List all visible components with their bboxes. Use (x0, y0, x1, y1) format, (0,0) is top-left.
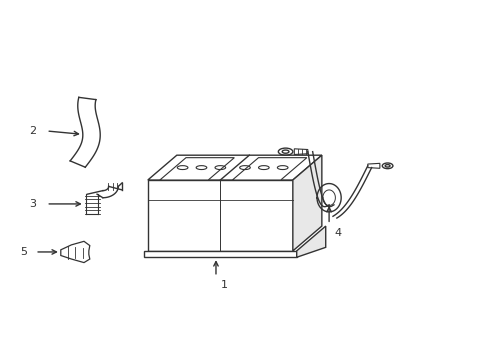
Polygon shape (296, 226, 325, 257)
Polygon shape (147, 180, 292, 251)
Polygon shape (292, 155, 321, 251)
Polygon shape (232, 158, 306, 180)
Text: 5: 5 (20, 247, 27, 257)
Polygon shape (147, 155, 321, 180)
Polygon shape (160, 158, 234, 180)
Text: 1: 1 (221, 280, 227, 290)
Text: 2: 2 (29, 126, 37, 136)
Text: 3: 3 (30, 199, 37, 209)
Text: 4: 4 (334, 228, 341, 238)
Polygon shape (143, 251, 296, 257)
